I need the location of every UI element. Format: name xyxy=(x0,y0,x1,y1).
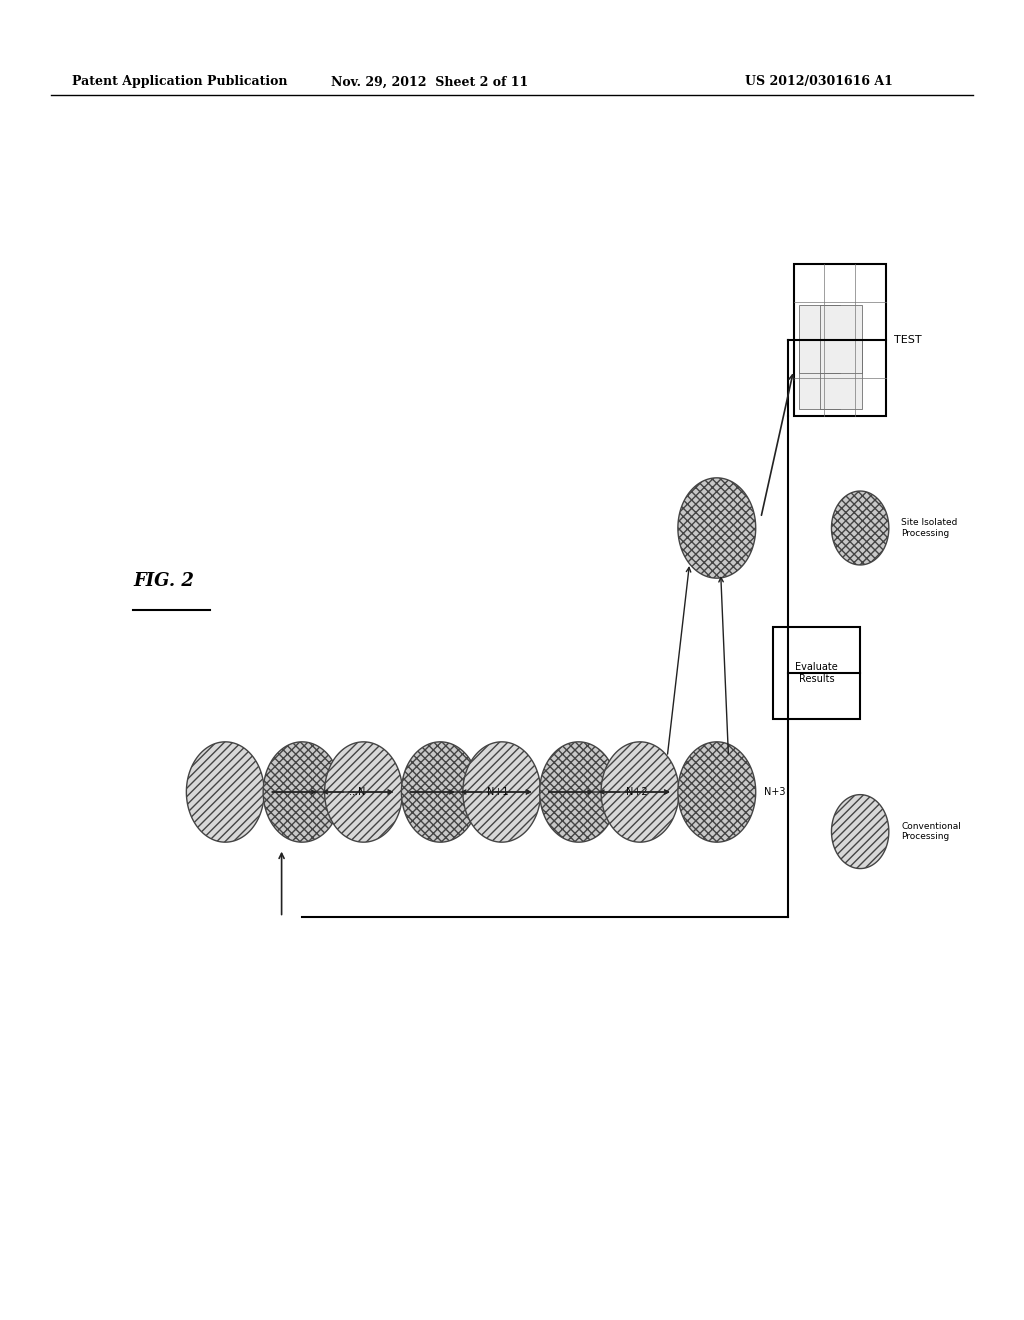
Polygon shape xyxy=(540,742,617,842)
Text: Nov. 29, 2012  Sheet 2 of 11: Nov. 29, 2012 Sheet 2 of 11 xyxy=(332,75,528,88)
Polygon shape xyxy=(678,478,756,578)
FancyBboxPatch shape xyxy=(799,341,840,409)
Text: ...N: ...N xyxy=(349,787,366,797)
Polygon shape xyxy=(263,742,341,842)
Polygon shape xyxy=(463,742,541,842)
Polygon shape xyxy=(831,491,889,565)
Polygon shape xyxy=(601,742,679,842)
Polygon shape xyxy=(325,742,402,842)
Text: Conventional
Processing: Conventional Processing xyxy=(901,822,961,841)
Text: N+1: N+1 xyxy=(487,787,509,797)
FancyBboxPatch shape xyxy=(820,341,862,409)
Text: TEST: TEST xyxy=(894,335,922,345)
FancyBboxPatch shape xyxy=(799,305,840,374)
Text: US 2012/0301616 A1: US 2012/0301616 A1 xyxy=(745,75,893,88)
Text: Site Isolated
Processing: Site Isolated Processing xyxy=(901,519,957,537)
Polygon shape xyxy=(401,742,479,842)
Text: Patent Application Publication: Patent Application Publication xyxy=(72,75,287,88)
Text: FIG. 2: FIG. 2 xyxy=(133,572,194,590)
FancyBboxPatch shape xyxy=(773,627,860,719)
Text: N+2: N+2 xyxy=(626,787,647,797)
FancyBboxPatch shape xyxy=(794,264,886,416)
FancyBboxPatch shape xyxy=(820,305,862,374)
Polygon shape xyxy=(831,795,889,869)
Polygon shape xyxy=(186,742,264,842)
Polygon shape xyxy=(678,742,756,842)
Text: N+3: N+3 xyxy=(764,787,785,797)
Text: Evaluate
Results: Evaluate Results xyxy=(796,663,838,684)
